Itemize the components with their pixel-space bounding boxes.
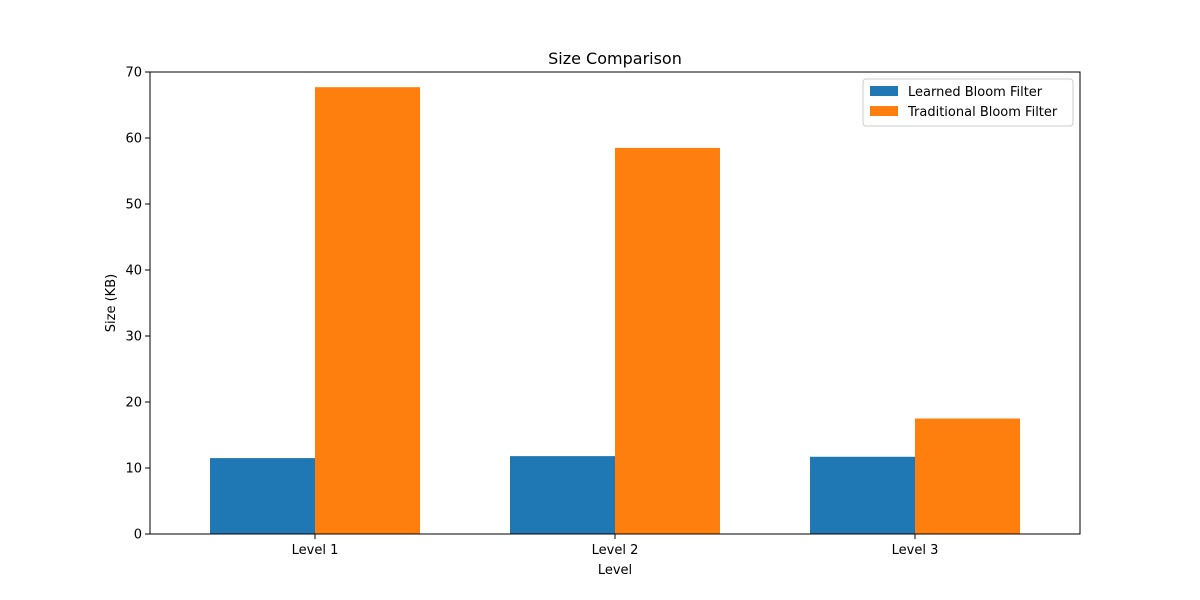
x-axis-ticks: Level 1 Level 2 Level 3 xyxy=(292,534,939,558)
y-axis-ticks: 0 10 20 30 40 50 60 70 xyxy=(125,66,150,543)
legend-label-learned: Learned Bloom Filter xyxy=(908,85,1043,100)
y-tick-label: 0 xyxy=(134,528,142,543)
bar-learned-3 xyxy=(810,456,915,534)
y-axis-label: Size (KB) xyxy=(104,274,119,332)
y-tick-label: 60 xyxy=(125,132,142,147)
bar-learned-1 xyxy=(210,458,315,534)
bar-traditional-2 xyxy=(615,147,720,534)
bar-traditional-1 xyxy=(315,87,420,535)
chart-title: Size Comparison xyxy=(548,49,682,68)
x-tick-label: Level 3 xyxy=(892,543,939,558)
y-tick-label: 40 xyxy=(125,264,142,279)
x-axis-label: Level xyxy=(598,563,632,578)
y-tick-label: 20 xyxy=(125,396,142,411)
legend: Learned Bloom Filter Traditional Bloom F… xyxy=(862,78,1074,127)
legend-label-traditional: Traditional Bloom Filter xyxy=(907,105,1058,120)
legend-swatch-traditional xyxy=(870,106,898,116)
legend-box xyxy=(862,78,1074,127)
y-tick-label: 30 xyxy=(125,330,142,345)
plot-frame xyxy=(149,71,1081,535)
bars-group xyxy=(210,87,1020,535)
bar-traditional-3 xyxy=(915,418,1020,534)
bar-learned-2 xyxy=(510,456,615,534)
x-tick-label: Level 1 xyxy=(292,543,339,558)
y-tick-label: 70 xyxy=(125,66,142,81)
y-tick-label: 10 xyxy=(125,462,142,477)
y-tick-label: 50 xyxy=(125,198,142,213)
legend-swatch-learned xyxy=(870,86,898,96)
x-tick-label: Level 2 xyxy=(592,543,639,558)
